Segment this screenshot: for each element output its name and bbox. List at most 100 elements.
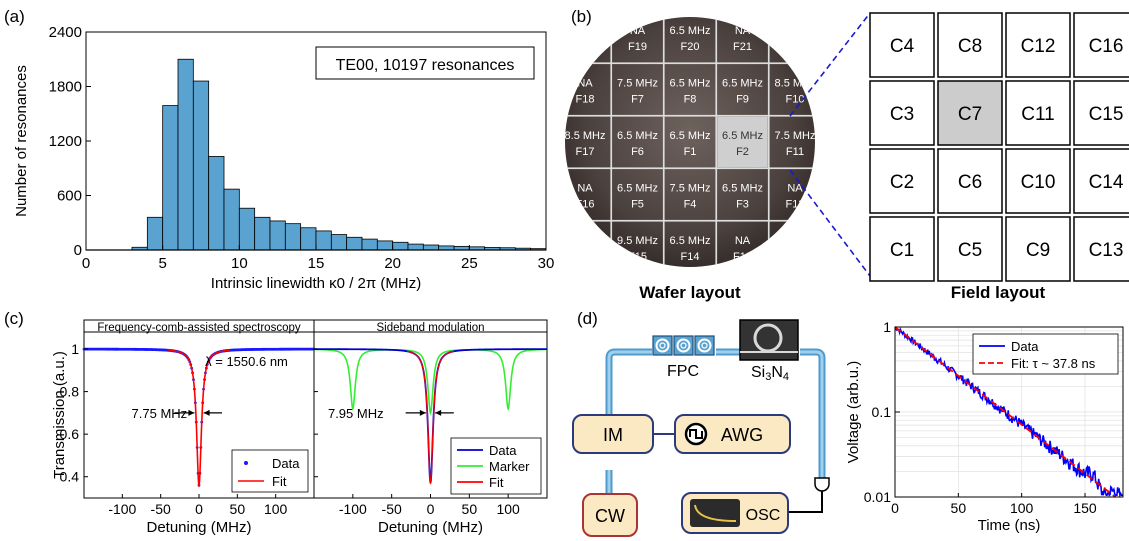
x-axis-ticks: 0 5 10 15 20 25 30	[82, 245, 555, 272]
x-tick-label: 0	[195, 501, 203, 517]
legend-box	[972, 333, 1119, 375]
histogram-bar	[407, 243, 424, 251]
wafer-cell-linewidth: 9.5 MHz	[617, 235, 658, 247]
y-tick-label: 1	[883, 319, 891, 335]
wafer-cell-linewidth: NA	[735, 235, 751, 247]
x-tick-label: -50	[382, 501, 402, 517]
field-cell	[869, 80, 935, 146]
wafer-cell-id: F8	[684, 94, 697, 106]
x-tick-label: 5	[158, 255, 166, 272]
spectroscopy-right-plot: Sideband modulation -100 -50 0 50 100 Detuning…	[313, 319, 548, 536]
wafer-cell-linewidth: 8.5 MHz	[775, 78, 816, 90]
histogram-bar	[208, 156, 225, 251]
histogram-bar	[238, 207, 256, 251]
cw-label: CW	[595, 506, 625, 526]
field-cell	[1073, 148, 1129, 214]
y-tick-label: 2400	[49, 24, 82, 41]
field-cell-label: C13	[1089, 240, 1124, 261]
legend-label-fit: Fit	[272, 474, 287, 489]
square-wave-icon	[689, 429, 703, 439]
wafer-cell-linewidth: NA	[577, 78, 593, 90]
x-tick-label: 100	[264, 501, 288, 517]
ringdown-plot: 0 50 100 150 0.01 0.1 1 Time (ns) Voltage (arb.u…	[845, 319, 1124, 534]
x-tick-label: 30	[538, 255, 555, 272]
field-cell-label: C10	[1021, 172, 1056, 193]
linewidth-annotation: 7.95 MHz	[328, 406, 384, 421]
wafer-caption: Wafer layout	[639, 283, 741, 302]
field-cell	[1073, 12, 1129, 78]
field-caption: Field layout	[951, 283, 1046, 302]
marker-trace	[313, 348, 548, 416]
field-cell-label: C2	[890, 172, 914, 193]
x-tick-label: 100	[496, 501, 520, 517]
wafer-cell-linewidth: 6.5 MHz	[617, 130, 658, 142]
fit-line	[168, 349, 230, 488]
annotation-box	[315, 46, 535, 80]
x-tick-label: 50	[462, 501, 478, 517]
wafer-cell-linewidth: NA	[787, 183, 803, 195]
histogram-bar	[162, 105, 179, 251]
field-cell	[869, 148, 935, 214]
histogram-bar	[284, 223, 302, 251]
x-axis-label: Intrinsic linewidth κ0 / 2π (MHz)	[211, 275, 421, 292]
wafer-disc	[565, 17, 815, 267]
fiber-chip-to-pd	[800, 348, 826, 478]
fpc-paddles	[652, 335, 715, 356]
field-cell-label: C16	[1089, 36, 1124, 57]
wafer-cell-id: F16	[576, 199, 595, 211]
wafer-cell-linewidth: 6.5 MHz	[670, 25, 711, 37]
wafer-cell-id: F7	[631, 94, 644, 106]
wafer-cell-id: F21	[733, 41, 752, 53]
panel-label-b: (b)	[571, 7, 592, 26]
field-cell	[937, 216, 1003, 282]
histogram-bar	[300, 227, 317, 251]
zoom-line-top	[789, 12, 871, 117]
histogram-bar	[346, 236, 363, 251]
x-tick-label: 150	[1073, 500, 1097, 516]
wafer-cell-id: F12	[786, 199, 805, 211]
wafer-cell-linewidth: NA	[577, 183, 593, 195]
legend-label: Fit	[489, 475, 504, 490]
y-tick-label: 0.6	[60, 426, 80, 442]
awg-label: AWG	[721, 425, 763, 445]
x-tick-label: 50	[230, 501, 246, 517]
fpc-label: FPC	[667, 363, 699, 380]
x-tick-label: 25	[461, 255, 478, 272]
field-cell	[1005, 12, 1071, 78]
wafer-cell-id: F13	[733, 251, 752, 263]
field-cell-label: C9	[1026, 240, 1050, 261]
y-tick-label: 1200	[49, 133, 82, 150]
wafer-cell-id: F14	[681, 251, 700, 263]
panel-label-c: (c)	[4, 309, 24, 328]
awg-box	[674, 414, 791, 454]
plot-title: Sideband modulation	[376, 322, 484, 334]
x-tick-label: 0	[891, 500, 899, 516]
x-tick-label: -100	[339, 501, 367, 517]
field-cell	[1073, 216, 1129, 282]
decay-trace-icon	[694, 504, 737, 522]
field-cell-label: C8	[958, 36, 982, 57]
histogram-bar	[422, 244, 440, 251]
zoom-line-bottom	[789, 169, 871, 277]
wafer-cell-id: F10	[786, 94, 805, 106]
wafer-cell-linewidth: 7.5 MHz	[775, 130, 816, 142]
x-tick-label: 50	[951, 500, 967, 516]
field-cell	[1005, 148, 1071, 214]
wafer-cell-id: F17	[576, 146, 595, 158]
field-grid: C4 C8 C12 C16 C3 C7 C11 C15 C2 C6 C10 C14 C1 C5 C9 C13	[869, 12, 1129, 282]
field-cell-label: C14	[1089, 172, 1124, 193]
wafer-cell-linewidth: 6.5 MHz	[670, 235, 711, 247]
x-tick-label: 0	[82, 255, 90, 272]
wafer-cell-id: F3	[736, 199, 749, 211]
y-axis-label: Number of resonances	[13, 65, 30, 217]
arrowhead-left	[188, 409, 195, 416]
layout-panel: (b) NA F19 6.5 MHz F20 NA F21 NA F18 7.5 MHz F7 6.…	[565, 7, 1129, 302]
field-cell	[1005, 216, 1071, 282]
data-trace	[894, 326, 1123, 498]
histogram-bar	[376, 240, 394, 251]
wafer-cell-id: F2	[736, 146, 749, 158]
wafer-cell-linewidth: 7.5 MHz	[670, 183, 711, 195]
cable-pd-to-osc	[788, 491, 823, 513]
legend-marker-data	[244, 461, 248, 465]
wafer-cell-linewidth: 6.5 MHz	[722, 78, 763, 90]
